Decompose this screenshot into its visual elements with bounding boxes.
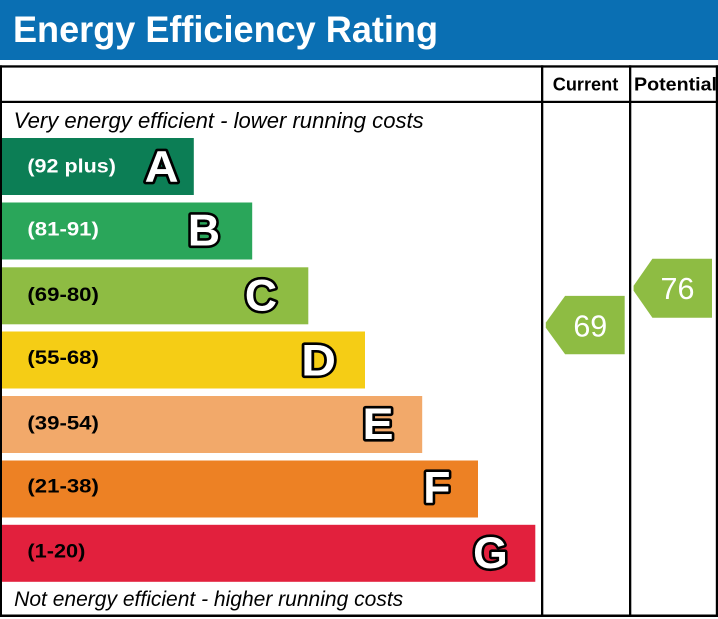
svg-text:B: B [188, 206, 220, 255]
svg-text:(81-91): (81-91) [27, 218, 99, 240]
svg-text:D: D [301, 336, 336, 385]
svg-text:(92 plus): (92 plus) [27, 155, 116, 177]
svg-text:(39-54): (39-54) [27, 412, 99, 434]
svg-text:Potential: Potential [634, 73, 717, 94]
svg-text:E: E [363, 400, 394, 449]
svg-text:C: C [245, 272, 277, 321]
svg-text:F: F [423, 464, 450, 513]
svg-text:Very energy efficient - lower: Very energy efficient - lower running co… [14, 108, 424, 133]
svg-text:(69-80): (69-80) [27, 284, 99, 306]
svg-text:Energy Efficiency Rating: Energy Efficiency Rating [13, 9, 438, 50]
svg-text:76: 76 [661, 272, 695, 306]
svg-text:A: A [145, 143, 179, 192]
svg-text:G: G [473, 529, 508, 578]
svg-text:(55-68): (55-68) [27, 347, 99, 369]
svg-text:69: 69 [573, 309, 607, 343]
svg-text:(1-20): (1-20) [27, 540, 85, 562]
svg-text:(21-38): (21-38) [27, 475, 99, 497]
svg-text:Current: Current [553, 73, 619, 94]
svg-text:Not energy efficient - higher: Not energy efficient - higher running co… [14, 588, 403, 611]
